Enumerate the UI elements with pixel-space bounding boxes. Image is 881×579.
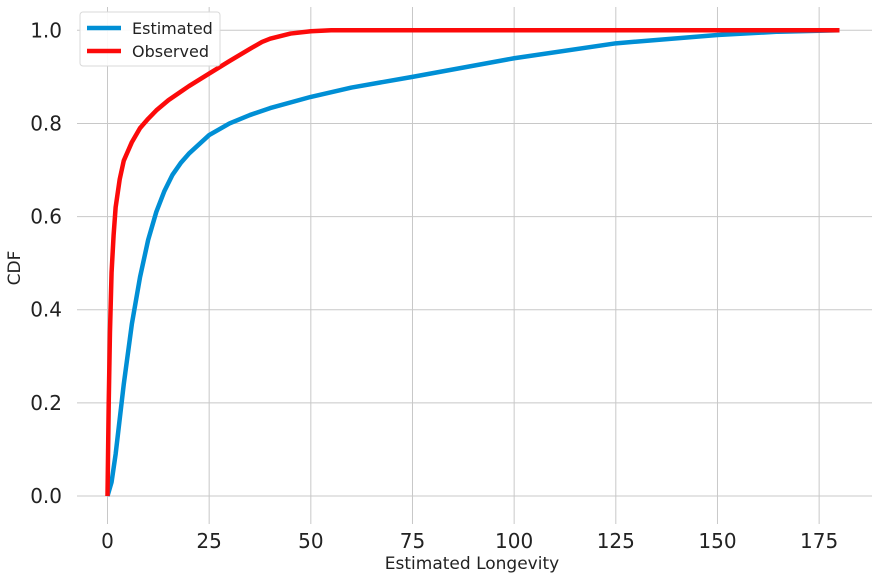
series-line-observed xyxy=(105,28,840,497)
y-tick-label: 0.8 xyxy=(30,111,62,135)
series-layer xyxy=(105,28,840,497)
x-tick-labels: 0 25 50 75 100 125 150 175 xyxy=(101,529,838,553)
grid xyxy=(77,7,872,524)
y-tick-label: 1.0 xyxy=(30,18,62,42)
y-tick-label: 0.6 xyxy=(30,205,62,229)
x-tick-label: 125 xyxy=(597,529,635,553)
x-tick-label: 150 xyxy=(698,529,736,553)
y-tick-labels: 0.0 0.2 0.4 0.6 0.8 1.0 xyxy=(30,18,62,508)
x-tick-label: 0 xyxy=(101,529,114,553)
series-line-estimated xyxy=(105,28,840,497)
y-axis-label: CDF xyxy=(5,251,25,286)
y-tick-label: 0.4 xyxy=(30,298,62,322)
x-tick-label: 50 xyxy=(298,529,323,553)
legend-label-estimated: Estimated xyxy=(132,19,213,38)
legend-label-observed: Observed xyxy=(132,42,209,61)
legend: Estimated Observed xyxy=(79,11,221,67)
y-tick-label: 0.2 xyxy=(30,391,62,415)
y-tick-label: 0.0 xyxy=(30,484,62,508)
x-tick-label: 175 xyxy=(800,529,838,553)
x-tick-label: 100 xyxy=(495,529,533,553)
x-tick-label: 25 xyxy=(196,529,221,553)
x-tick-label: 75 xyxy=(400,529,425,553)
x-axis-label: Estimated Longevity xyxy=(385,554,559,574)
